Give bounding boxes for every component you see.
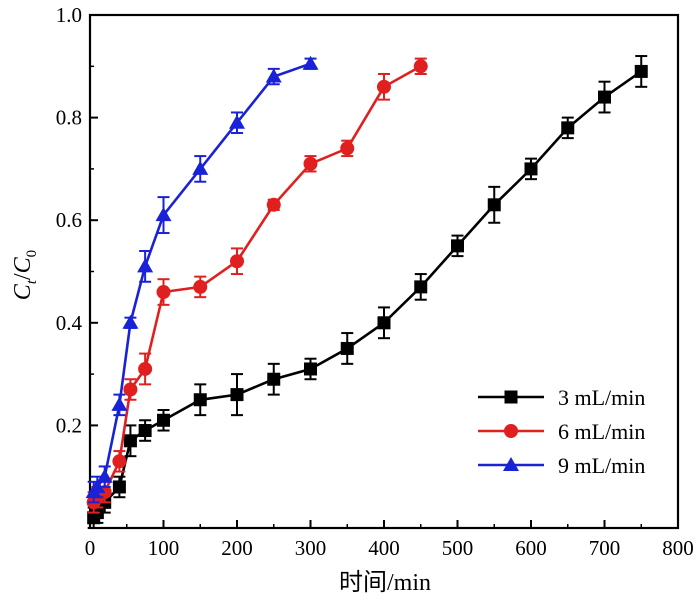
data-point xyxy=(137,258,154,273)
data-point xyxy=(156,285,171,300)
y-axis-title: Ct/C0 xyxy=(10,250,40,300)
x-tick-label: 100 xyxy=(148,536,180,560)
data-point xyxy=(112,480,126,494)
svg-text:Ct/C0: Ct/C0 xyxy=(10,250,40,300)
data-point xyxy=(634,64,648,78)
data-point xyxy=(89,478,106,493)
data-point xyxy=(340,341,354,355)
legend-label: 6 mL/min xyxy=(558,419,645,444)
x-tick-label: 700 xyxy=(589,536,621,560)
data-point xyxy=(230,254,244,269)
x-tick-label: 800 xyxy=(662,536,694,560)
series-square xyxy=(87,55,648,529)
data-point xyxy=(122,314,139,329)
x-tick-label: 200 xyxy=(221,536,253,560)
data-point xyxy=(303,156,318,171)
data-point xyxy=(413,59,428,74)
legend-label: 9 mL/min xyxy=(558,453,645,478)
data-point xyxy=(123,382,138,397)
data-point xyxy=(193,279,208,294)
data-point xyxy=(138,361,153,376)
legend-label: 3 mL/min xyxy=(558,385,645,410)
data-point xyxy=(377,316,391,330)
data-point xyxy=(340,141,355,156)
x-tick-label: 400 xyxy=(368,536,400,560)
x-tick-label: 300 xyxy=(295,536,327,560)
data-point xyxy=(524,162,538,176)
data-point xyxy=(487,198,501,212)
data-point xyxy=(302,55,319,70)
legend-marker xyxy=(504,390,518,404)
data-point xyxy=(123,434,137,448)
data-point xyxy=(96,468,113,483)
data-point xyxy=(193,393,207,407)
data-point xyxy=(451,239,464,253)
series-triangle xyxy=(85,55,319,504)
data-point xyxy=(561,121,575,135)
legend: 3 mL/min 6 mL/min 9 mL/min xyxy=(478,385,645,478)
series-circle xyxy=(86,57,428,514)
y-tick-label: 0.4 xyxy=(56,311,83,335)
data-point xyxy=(267,372,281,386)
data-point xyxy=(192,160,209,175)
data-point xyxy=(157,413,170,427)
legend-marker xyxy=(504,424,518,438)
x-tick-label: 0 xyxy=(85,536,96,560)
y-tick-label: 1.0 xyxy=(56,3,82,27)
legend-marker xyxy=(503,457,519,471)
data-point xyxy=(414,280,428,294)
x-tick-label: 600 xyxy=(515,536,547,560)
data-point xyxy=(138,424,152,438)
axes: 0 100 200 300 400 500 600 700 800 0.2 0.4 0.6 0.8 1.0 xyxy=(56,3,694,560)
data-point xyxy=(229,114,245,129)
data-point xyxy=(598,90,611,104)
series-layer xyxy=(85,55,648,529)
data-point xyxy=(304,362,317,376)
series-line xyxy=(92,70,643,519)
series-line xyxy=(92,62,311,493)
data-point xyxy=(377,79,391,94)
data-point xyxy=(111,396,128,411)
data-point xyxy=(155,207,172,222)
y-tick-label: 0.6 xyxy=(56,208,82,232)
data-point xyxy=(230,388,244,402)
x-tick-label: 500 xyxy=(442,536,474,560)
data-point xyxy=(112,454,127,469)
data-point xyxy=(266,197,281,212)
x-axis-title: 时间/min xyxy=(339,569,431,596)
y-tick-label: 0.2 xyxy=(56,413,82,437)
y-tick-label: 0.8 xyxy=(56,106,82,130)
data-point xyxy=(265,68,282,83)
